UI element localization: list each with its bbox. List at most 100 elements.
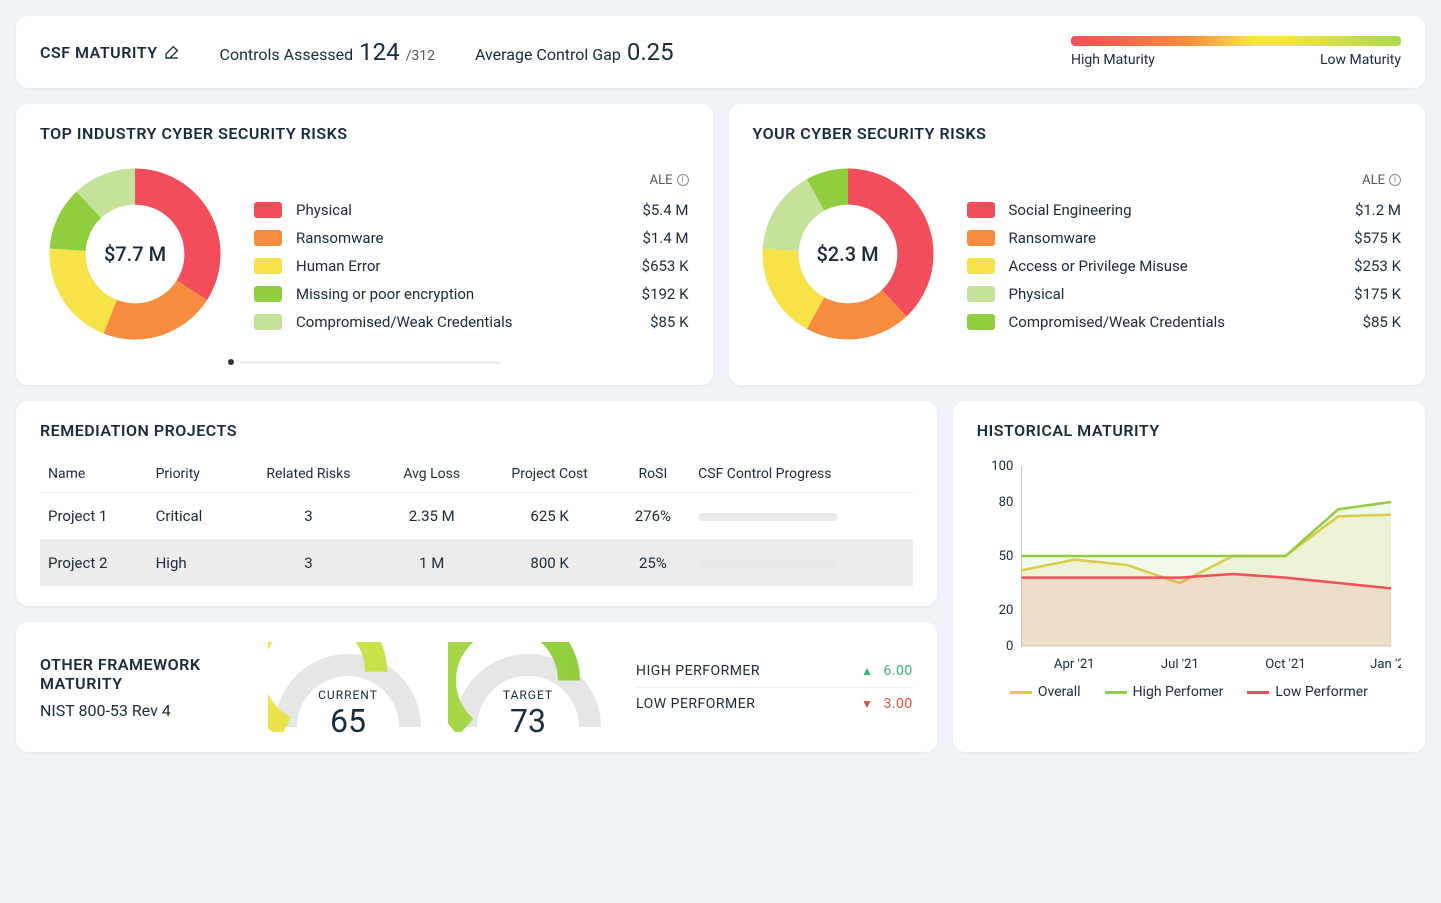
- svg-text:Jul '21: Jul '21: [1161, 657, 1199, 672]
- controls-assessed-metric: Controls Assessed 124 /312: [220, 38, 435, 66]
- high-performer-label: HIGH PERFORMER: [636, 663, 851, 679]
- risk-row: Human Error $653 K: [254, 252, 689, 280]
- risk-value: $175 K: [1354, 285, 1401, 303]
- risk-value: $192 K: [642, 285, 689, 303]
- cell-cost: 800 K: [484, 540, 616, 587]
- risk-swatch: [254, 258, 282, 274]
- current-gauge: CURRENT 65: [268, 642, 428, 732]
- cell-progress: [690, 493, 913, 540]
- risk-row: Physical $175 K: [967, 280, 1402, 308]
- svg-text:50: 50: [998, 549, 1013, 564]
- legend-high: High Maturity: [1071, 52, 1155, 68]
- table-header: Priority: [148, 456, 237, 493]
- info-icon[interactable]: i: [1389, 174, 1401, 186]
- svg-text:80: 80: [998, 495, 1013, 510]
- cell-rosi: 276%: [616, 493, 691, 540]
- table-row[interactable]: Project 2 High 3 1 M 800 K 25%: [40, 540, 913, 587]
- cell-avgloss: 1 M: [380, 540, 484, 587]
- ale-label: ALE: [1362, 173, 1385, 188]
- cell-cost: 625 K: [484, 493, 616, 540]
- remediation-title: REMEDIATION PROJECTS: [40, 421, 913, 440]
- legend-low: Low Maturity: [1320, 52, 1401, 68]
- edit-icon[interactable]: [164, 44, 180, 60]
- risk-swatch: [967, 202, 995, 218]
- risk-label: Missing or poor encryption: [296, 285, 642, 303]
- industry-risks-title: TOP INDUSTRY CYBER SECURITY RISKS: [40, 124, 689, 143]
- table-row[interactable]: Project 1 Critical 3 2.35 M 625 K 276%: [40, 493, 913, 540]
- legend-swatch: [1010, 691, 1032, 694]
- risk-swatch: [967, 230, 995, 246]
- risk-swatch: [254, 286, 282, 302]
- industry-donut: $7.7 M: [40, 159, 230, 349]
- ale-label: ALE: [650, 173, 673, 188]
- cell-name: Project 2: [40, 540, 148, 587]
- risk-label: Social Engineering: [1009, 201, 1355, 219]
- target-gauge-value: 73: [448, 702, 608, 740]
- historical-panel: HISTORICAL MATURITY 0205080100Apr '21Jul…: [953, 401, 1425, 752]
- risk-value: $85 K: [1363, 313, 1401, 331]
- legend-item: Overall: [1010, 684, 1081, 700]
- low-performer-row: LOW PERFORMER ▼ 3.00: [636, 688, 913, 720]
- remediation-panel: REMEDIATION PROJECTS NamePriorityRelated…: [16, 401, 937, 606]
- pager-dot: [228, 359, 234, 365]
- risk-value: $5.4 M: [642, 201, 688, 219]
- risk-row: Ransomware $575 K: [967, 224, 1402, 252]
- cell-progress: [690, 540, 913, 587]
- cell-name: Project 1: [40, 493, 148, 540]
- info-icon[interactable]: i: [677, 174, 689, 186]
- page-title: CSF MATURITY: [40, 43, 158, 62]
- controls-assessed-label: Controls Assessed: [220, 45, 354, 64]
- risk-label: Physical: [1009, 285, 1355, 303]
- risk-value: $1.4 M: [642, 229, 688, 247]
- risk-swatch: [254, 202, 282, 218]
- low-performer-value: 3.00: [884, 696, 913, 712]
- cell-related: 3: [237, 540, 380, 587]
- risk-row: Compromised/Weak Credentials $85 K: [254, 308, 689, 336]
- controls-assessed-value: 124: [359, 38, 399, 66]
- risk-swatch: [254, 230, 282, 246]
- risk-label: Ransomware: [296, 229, 642, 247]
- industry-pager[interactable]: [40, 359, 689, 365]
- framework-title: OTHER FRAMEWORK MATURITY: [40, 655, 240, 693]
- your-donut-center: $2.3 M: [753, 159, 943, 349]
- svg-text:0: 0: [1006, 639, 1013, 654]
- risk-row: Access or Privilege Misuse $253 K: [967, 252, 1402, 280]
- page-title-group: CSF MATURITY: [40, 43, 180, 62]
- current-gauge-value: 65: [268, 702, 428, 740]
- risk-row: Ransomware $1.4 M: [254, 224, 689, 252]
- risk-swatch: [967, 258, 995, 274]
- legend-item: Low Performer: [1247, 684, 1368, 700]
- table-header: Avg Loss: [380, 456, 484, 493]
- legend-label: Overall: [1038, 684, 1081, 700]
- current-gauge-label: CURRENT: [268, 688, 428, 702]
- risk-label: Compromised/Weak Credentials: [1009, 313, 1363, 331]
- maturity-legend: High Maturity Low Maturity: [1071, 36, 1401, 68]
- industry-risks-panel: TOP INDUSTRY CYBER SECURITY RISKS $7.7 M…: [16, 104, 713, 385]
- historical-title: HISTORICAL MATURITY: [977, 421, 1401, 440]
- risk-value: $575 K: [1354, 229, 1401, 247]
- risk-value: $85 K: [650, 313, 688, 331]
- avg-gap-metric: Average Control Gap 0.25: [475, 38, 674, 66]
- arrow-up-icon: ▲: [861, 664, 873, 678]
- remediation-table: NamePriorityRelated RisksAvg LossProject…: [40, 456, 913, 586]
- svg-text:Apr '21: Apr '21: [1054, 657, 1095, 672]
- risk-swatch: [967, 314, 995, 330]
- low-performer-label: LOW PERFORMER: [636, 696, 851, 712]
- risk-row: Physical $5.4 M: [254, 196, 689, 224]
- legend-label: High Perfomer: [1133, 684, 1224, 700]
- legend-swatch: [1105, 691, 1127, 694]
- pager-track: [240, 361, 500, 364]
- svg-text:100: 100: [991, 459, 1013, 474]
- table-header: Name: [40, 456, 148, 493]
- arrow-down-icon: ▼: [861, 697, 873, 711]
- table-header: Related Risks: [237, 456, 380, 493]
- header-bar: CSF MATURITY Controls Assessed 124 /312 …: [16, 16, 1425, 88]
- risk-value: $253 K: [1354, 257, 1401, 275]
- table-header: Project Cost: [484, 456, 616, 493]
- your-risks-panel: YOUR CYBER SECURITY RISKS $2.3 M ALE i S…: [729, 104, 1426, 385]
- table-header: CSF Control Progress: [690, 456, 913, 493]
- framework-subtitle: NIST 800-53 Rev 4: [40, 701, 240, 720]
- target-gauge-label: TARGET: [448, 688, 608, 702]
- cell-rosi: 25%: [616, 540, 691, 587]
- framework-panel: OTHER FRAMEWORK MATURITY NIST 800-53 Rev…: [16, 622, 937, 752]
